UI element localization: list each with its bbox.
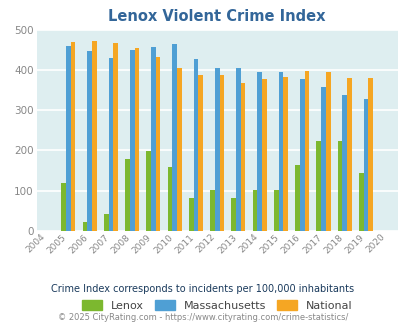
Bar — [66, 46, 70, 231]
Bar — [172, 44, 177, 231]
Bar — [346, 78, 351, 231]
Bar — [325, 72, 330, 231]
Bar — [214, 68, 219, 231]
Bar — [261, 79, 266, 231]
Bar — [156, 57, 160, 231]
Bar — [341, 95, 346, 231]
Bar — [134, 48, 139, 231]
Bar — [320, 87, 325, 231]
Bar — [92, 41, 96, 231]
Bar — [113, 43, 118, 231]
Bar — [104, 214, 108, 231]
Bar — [236, 68, 240, 231]
Bar — [83, 222, 87, 231]
Bar — [278, 72, 283, 231]
Bar — [252, 189, 257, 231]
Bar — [337, 141, 341, 231]
Bar — [130, 50, 134, 231]
Bar — [198, 75, 202, 231]
Bar — [108, 58, 113, 231]
Legend: Lenox, Massachusetts, National: Lenox, Massachusetts, National — [78, 297, 355, 314]
Text: Crime Index corresponds to incidents per 100,000 inhabitants: Crime Index corresponds to incidents per… — [51, 284, 354, 294]
Bar — [257, 72, 261, 231]
Bar — [304, 71, 309, 231]
Bar — [210, 190, 214, 231]
Bar — [61, 183, 66, 231]
Bar — [177, 68, 181, 231]
Bar — [273, 189, 278, 231]
Bar — [231, 198, 236, 231]
Text: © 2025 CityRating.com - https://www.cityrating.com/crime-statistics/: © 2025 CityRating.com - https://www.city… — [58, 313, 347, 322]
Bar — [358, 173, 363, 231]
Title: Lenox Violent Crime Index: Lenox Violent Crime Index — [108, 9, 325, 24]
Bar — [70, 42, 75, 231]
Bar — [193, 59, 198, 231]
Bar — [240, 83, 245, 231]
Bar — [167, 167, 172, 231]
Bar — [146, 151, 151, 231]
Bar — [299, 79, 304, 231]
Bar — [367, 78, 372, 231]
Bar — [363, 99, 367, 231]
Bar — [283, 77, 287, 231]
Bar — [188, 198, 193, 231]
Bar — [125, 158, 130, 231]
Bar — [151, 47, 156, 231]
Bar — [87, 50, 92, 231]
Bar — [294, 165, 299, 231]
Bar — [219, 75, 224, 231]
Bar — [315, 141, 320, 231]
